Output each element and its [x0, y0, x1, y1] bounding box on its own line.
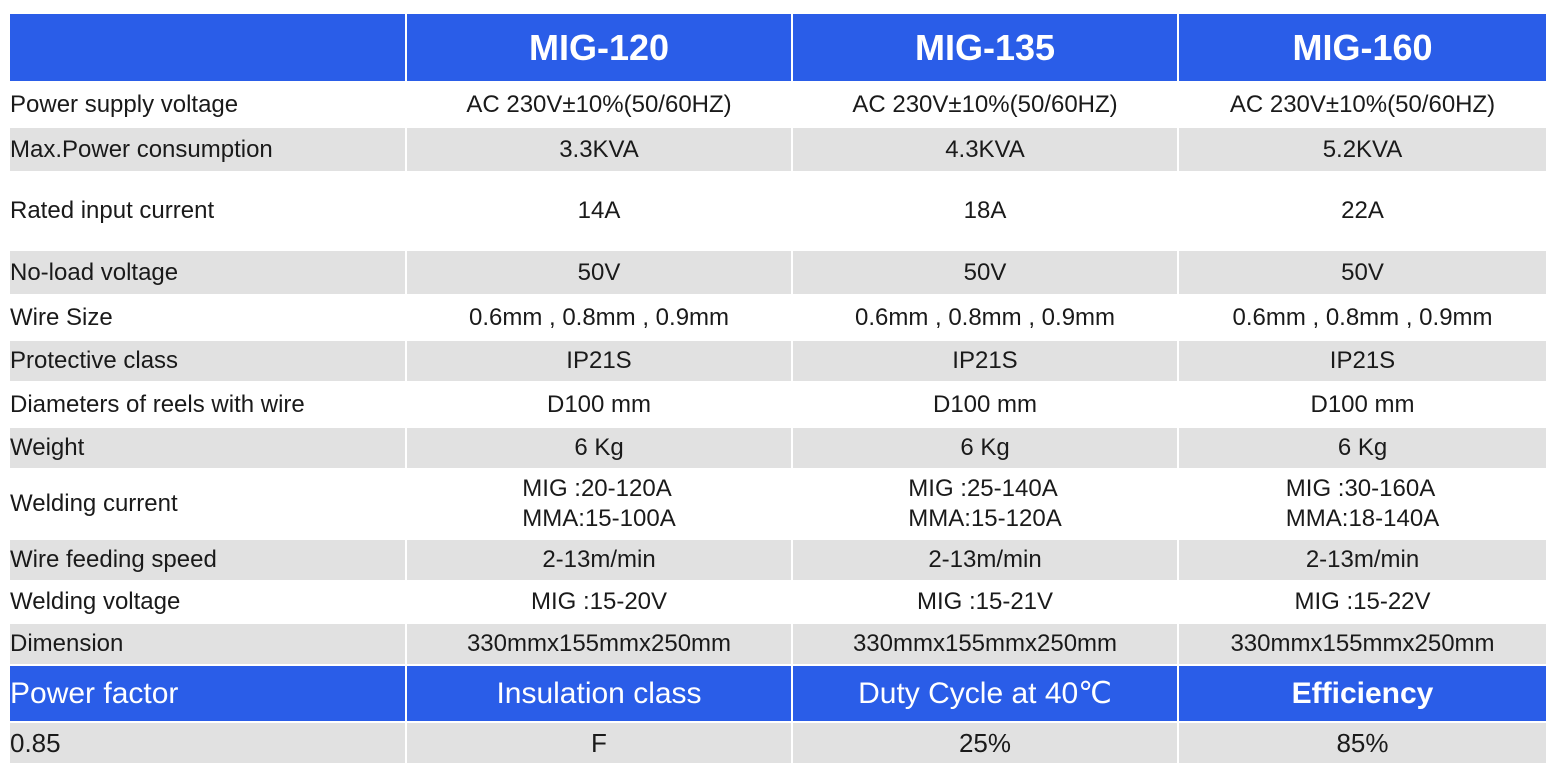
- spec-value: 4.3KVA: [791, 126, 1179, 173]
- spec-label: Wire feeding speed: [8, 538, 407, 582]
- spec-table: MIG-120 MIG-135 MIG-160 Power supply vol…: [8, 12, 1548, 765]
- spec-value: 18A: [791, 171, 1179, 251]
- welding-current-mig: MIG :25-140A: [908, 475, 1058, 502]
- spec-value: 50V: [791, 249, 1179, 296]
- spec-value: IP21S: [405, 339, 793, 383]
- spec-row-rated-input-current: Rated input current 14A 18A 22A: [8, 171, 1548, 251]
- spec-row-protective-class: Protective class IP21S IP21S IP21S: [8, 339, 1548, 383]
- spec-value: MIG :20-120A MMA:15-100A: [405, 468, 793, 540]
- spec-row-welding-current: Welding current MIG :20-120A MMA:15-100A…: [8, 468, 1548, 540]
- spec-value: 6 Kg: [791, 426, 1179, 470]
- spec-label: Welding voltage: [8, 580, 407, 624]
- footer-values-row: 0.85 F 25% 85%: [8, 721, 1548, 765]
- spec-label: Wire Size: [8, 294, 407, 341]
- spec-row-welding-voltage: Welding voltage MIG :15-20V MIG :15-21V …: [8, 580, 1548, 624]
- spec-value: 330mmx155mmx250mm: [791, 622, 1179, 666]
- model-header-mig-120: MIG-120: [405, 12, 793, 83]
- spec-row-no-load-voltage: No-load voltage 50V 50V 50V: [8, 249, 1548, 296]
- spec-value: MIG :25-140A MMA:15-120A: [791, 468, 1179, 540]
- spec-value: MIG :15-21V: [791, 580, 1179, 624]
- welding-current-block: MIG :20-120A MMA:15-100A: [522, 474, 675, 534]
- spec-value: 5.2KVA: [1177, 126, 1548, 173]
- header-corner-cell: [8, 12, 407, 83]
- welding-current-mma: MMA:15-120A: [908, 505, 1062, 532]
- footer-header-duty-cycle: Duty Cycle at 40℃: [791, 664, 1179, 723]
- spec-value: MIG :15-20V: [405, 580, 793, 624]
- spec-row-weight: Weight 6 Kg 6 Kg 6 Kg: [8, 426, 1548, 470]
- spec-label: Rated input current: [8, 171, 407, 251]
- spec-value: 2-13m/min: [405, 538, 793, 582]
- spec-row-wire-size: Wire Size 0.6mm , 0.8mm , 0.9mm 0.6mm , …: [8, 294, 1548, 341]
- spec-value: 0.6mm , 0.8mm , 0.9mm: [791, 294, 1179, 341]
- footer-value-power-factor: 0.85: [8, 721, 407, 765]
- spec-label: Dimension: [8, 622, 407, 666]
- spec-value: 3.3KVA: [405, 126, 793, 173]
- welding-current-mma: MMA:15-100A: [522, 505, 676, 532]
- footer-value-efficiency: 85%: [1177, 721, 1548, 765]
- spec-value: 50V: [405, 249, 793, 296]
- spec-value: 330mmx155mmx250mm: [1177, 622, 1548, 666]
- spec-value: D100 mm: [791, 381, 1179, 428]
- spec-label: No-load voltage: [8, 249, 407, 296]
- spec-value: IP21S: [791, 339, 1179, 383]
- footer-header-efficiency: Efficiency: [1177, 664, 1548, 723]
- welding-current-block: MIG :25-140A MMA:15-120A: [908, 474, 1061, 534]
- spec-value: 50V: [1177, 249, 1548, 296]
- welding-current-mig: MIG :20-120A: [522, 475, 672, 502]
- spec-label: Protective class: [8, 339, 407, 383]
- spec-label: Weight: [8, 426, 407, 470]
- spec-label: Welding current: [8, 468, 407, 540]
- spec-row-max-power-consumption: Max.Power consumption 3.3KVA 4.3KVA 5.2K…: [8, 126, 1548, 173]
- spec-value: D100 mm: [1177, 381, 1548, 428]
- spec-value: 14A: [405, 171, 793, 251]
- spec-row-dimension: Dimension 330mmx155mmx250mm 330mmx155mmx…: [8, 622, 1548, 666]
- spec-value: 6 Kg: [1177, 426, 1548, 470]
- model-header-row: MIG-120 MIG-135 MIG-160: [8, 12, 1548, 83]
- footer-header-insulation-class: Insulation class: [405, 664, 793, 723]
- spec-value: 2-13m/min: [791, 538, 1179, 582]
- spec-value: D100 mm: [405, 381, 793, 428]
- welding-current-block: MIG :30-160A MMA:18-140A: [1286, 474, 1439, 534]
- welding-current-mig: MIG :30-160A: [1285, 475, 1436, 502]
- spec-value: IP21S: [1177, 339, 1548, 383]
- footer-value-duty-cycle: 25%: [791, 721, 1179, 765]
- spec-value: 6 Kg: [405, 426, 793, 470]
- spec-value: 0.6mm , 0.8mm , 0.9mm: [1177, 294, 1548, 341]
- spec-value: MIG :15-22V: [1177, 580, 1548, 624]
- footer-header-row: Power factor Insulation class Duty Cycle…: [8, 664, 1548, 723]
- spec-value: 22A: [1177, 171, 1548, 251]
- spec-value: MIG :30-160A MMA:18-140A: [1177, 468, 1548, 540]
- spec-row-power-supply-voltage: Power supply voltage AC 230V±10%(50/60HZ…: [8, 81, 1548, 128]
- footer-value-insulation-class: F: [405, 721, 793, 765]
- spec-row-wire-feeding-speed: Wire feeding speed 2-13m/min 2-13m/min 2…: [8, 538, 1548, 582]
- spec-row-reel-diameter: Diameters of reels with wire D100 mm D10…: [8, 381, 1548, 428]
- model-header-mig-135: MIG-135: [791, 12, 1179, 83]
- spec-value: AC 230V±10%(50/60HZ): [791, 81, 1179, 128]
- spec-label: Max.Power consumption: [8, 126, 407, 173]
- spec-value: 0.6mm , 0.8mm , 0.9mm: [405, 294, 793, 341]
- spec-value: 2-13m/min: [1177, 538, 1548, 582]
- spec-label: Diameters of reels with wire: [8, 381, 407, 428]
- welding-current-mma: MMA:18-140A: [1285, 505, 1440, 532]
- footer-header-power-factor: Power factor: [8, 664, 407, 723]
- model-header-mig-160: MIG-160: [1177, 12, 1548, 83]
- spec-value: 330mmx155mmx250mm: [405, 622, 793, 666]
- spec-value: AC 230V±10%(50/60HZ): [1177, 81, 1548, 128]
- spec-label: Power supply voltage: [8, 81, 407, 128]
- spec-value: AC 230V±10%(50/60HZ): [405, 81, 793, 128]
